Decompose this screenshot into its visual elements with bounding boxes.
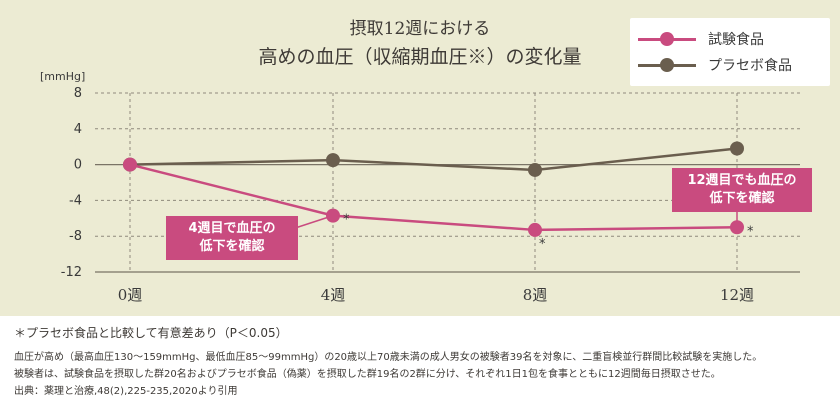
x-tick-label: 12週	[720, 286, 754, 304]
y-axis-label: [mmHg]	[40, 70, 85, 83]
legend-item-placebo: プラセボ食品	[638, 54, 792, 76]
y-tick-label: -4	[69, 193, 82, 208]
x-tick-label: 8週	[523, 286, 548, 304]
data-point-series0-0	[123, 157, 137, 172]
callout-week12: 12週目でも血圧の 低下を確認	[672, 168, 812, 212]
y-tick-label: -8	[69, 229, 82, 244]
callout-week4: 4週目で血圧の 低下を確認	[166, 216, 298, 260]
legend-marker-placebo	[638, 57, 696, 72]
study-note-2: 被験者は、試験食品を摂取した群20名およびプラセボ食品（偽薬）を摂取した群19名…	[14, 369, 721, 380]
y-tick-label: 0	[74, 158, 82, 173]
chart-title-line2: 高めの血圧（収縮期血圧※）の変化量	[258, 46, 582, 68]
data-point-series1-1	[326, 153, 340, 168]
y-tick-label: 8	[74, 86, 82, 101]
y-tick-label: 4	[74, 122, 82, 137]
x-tick-label: 0週	[118, 286, 143, 304]
data-point-series0-1	[326, 208, 340, 223]
study-note-1: 血圧が高め（最高血圧130～159mmHg、最低血圧85～99mmHg）の20歳…	[14, 352, 763, 363]
line-chart: [mmHg] 8 4 0 -4 -8 -12 0週 4週 8週 12週 * * *	[40, 70, 800, 304]
legend-item-test-food: 試験食品	[638, 28, 764, 50]
source-note: 出典：薬理と治療,48(2),225-235,2020より引用	[14, 386, 238, 397]
x-tick-label: 4週	[321, 286, 346, 304]
data-point-series0-3	[730, 220, 744, 235]
significance-marker: *	[343, 213, 350, 228]
series-line-1	[129, 147, 738, 172]
legend-label-placebo: プラセボ食品	[708, 58, 792, 74]
legend-label-test-food: 試験食品	[708, 32, 764, 48]
significance-marker: *	[539, 237, 546, 252]
significance-marker: *	[747, 224, 754, 239]
chart-title-line1: 摂取12週における	[349, 19, 491, 39]
callout-week12-text: 12週目でも血圧の 低下を確認	[687, 173, 797, 206]
legend: 試験食品 プラセボ食品	[630, 18, 830, 86]
legend-marker-test-food	[638, 31, 696, 46]
series-line-0	[129, 163, 738, 232]
data-point-series1-3	[730, 141, 744, 156]
data-point-series1-2	[528, 162, 542, 177]
y-tick-label: -12	[61, 265, 82, 280]
callout-week4-text: 4週目で血圧の 低下を確認	[188, 221, 276, 254]
significance-note: ＊プラセボ食品と比較して有意差あり（P＜0.05）	[14, 326, 288, 340]
data-point-series0-2	[528, 222, 542, 237]
